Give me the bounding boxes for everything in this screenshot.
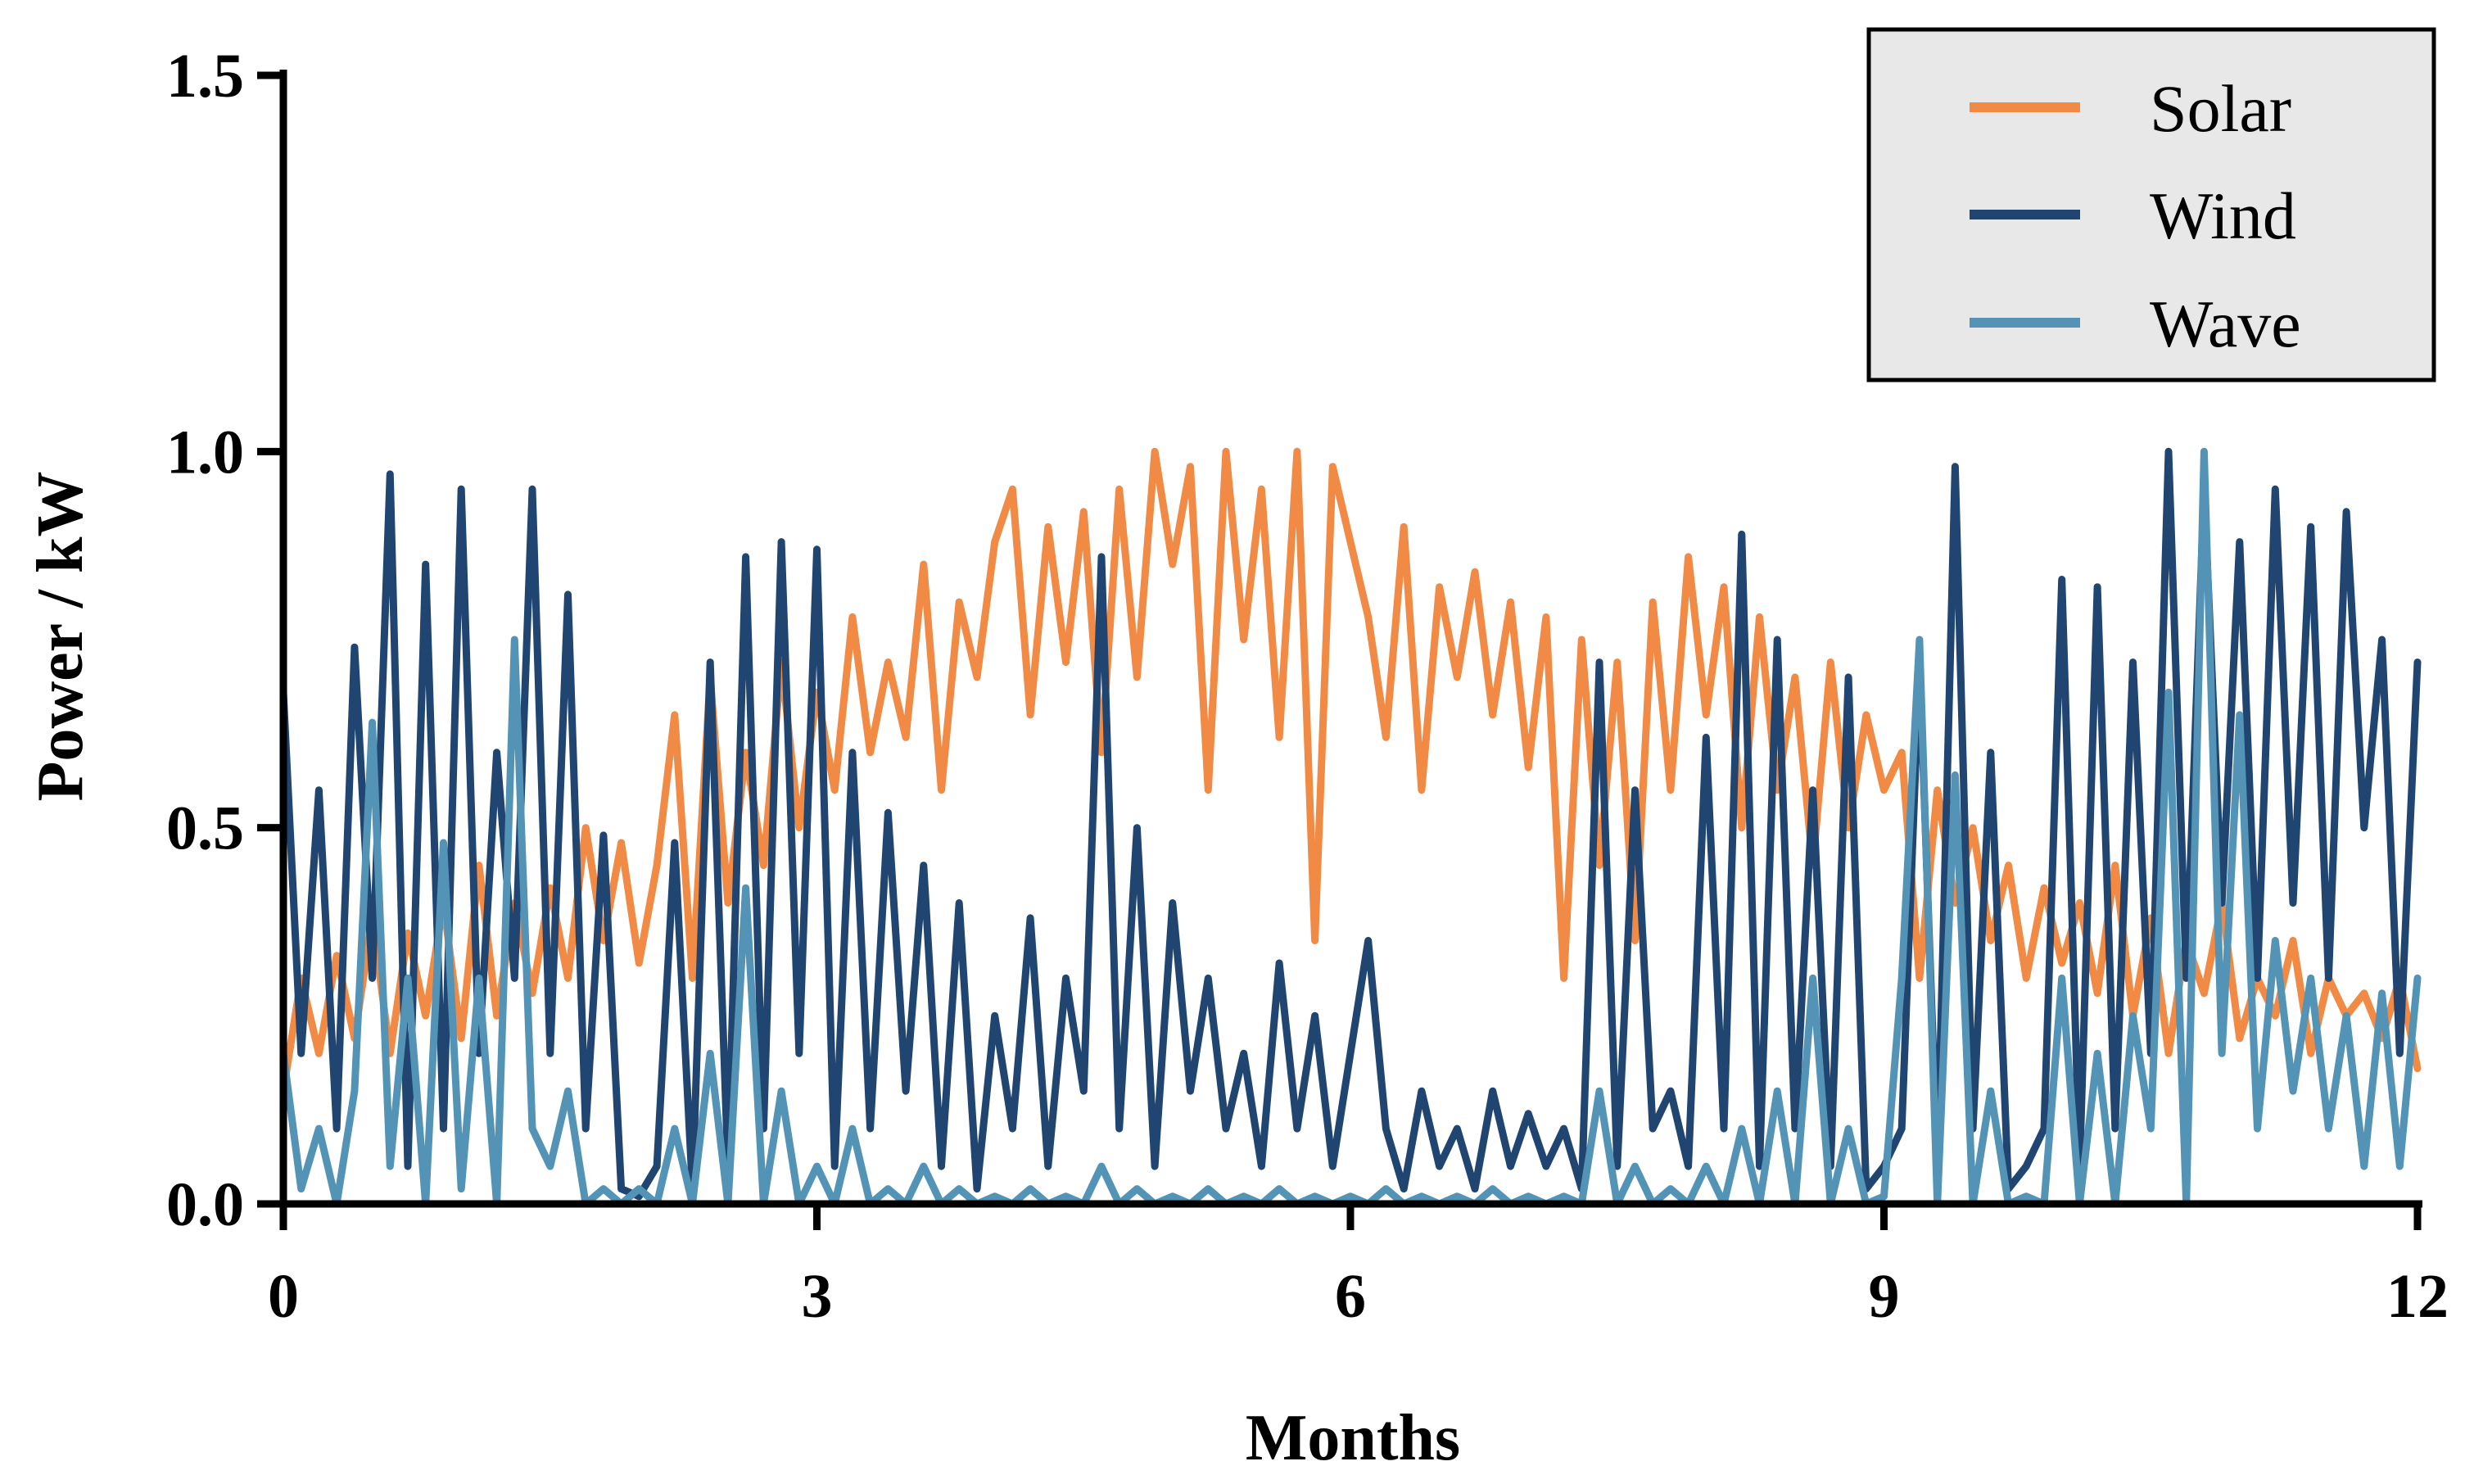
series-line-wind bbox=[279, 447, 2422, 1201]
x-axis-title: Months bbox=[1246, 1402, 1460, 1474]
legend: Solar Wind Wave bbox=[1866, 27, 2436, 382]
x-tick-label: 9 bbox=[1869, 1262, 1900, 1331]
legend-label-wind: Wind bbox=[2150, 179, 2296, 253]
series-layer bbox=[279, 447, 2422, 1208]
legend-label-solar: Solar bbox=[2150, 71, 2291, 146]
x-tick-label: 6 bbox=[1335, 1262, 1366, 1331]
y-tick-label: 1.5 bbox=[166, 42, 244, 111]
series-line-solar bbox=[279, 447, 2422, 1095]
y-tick-label: 1.0 bbox=[166, 418, 244, 486]
y-axis-title: Power / kW bbox=[25, 472, 97, 802]
legend-label-wave: Wave bbox=[2150, 287, 2301, 361]
x-tick-label: 3 bbox=[802, 1262, 833, 1331]
legend-box bbox=[1866, 27, 2436, 382]
y-tick-label: 0.0 bbox=[166, 1170, 244, 1239]
series-line-wave bbox=[279, 447, 2422, 1208]
y-tick-label: 0.5 bbox=[166, 794, 244, 863]
tick-layer: 0 3 6 9 12 0.0 0.5 1.0 1.5 bbox=[166, 42, 2449, 1331]
x-tick-label: 12 bbox=[2386, 1262, 2449, 1331]
x-tick-label: 0 bbox=[268, 1262, 299, 1331]
